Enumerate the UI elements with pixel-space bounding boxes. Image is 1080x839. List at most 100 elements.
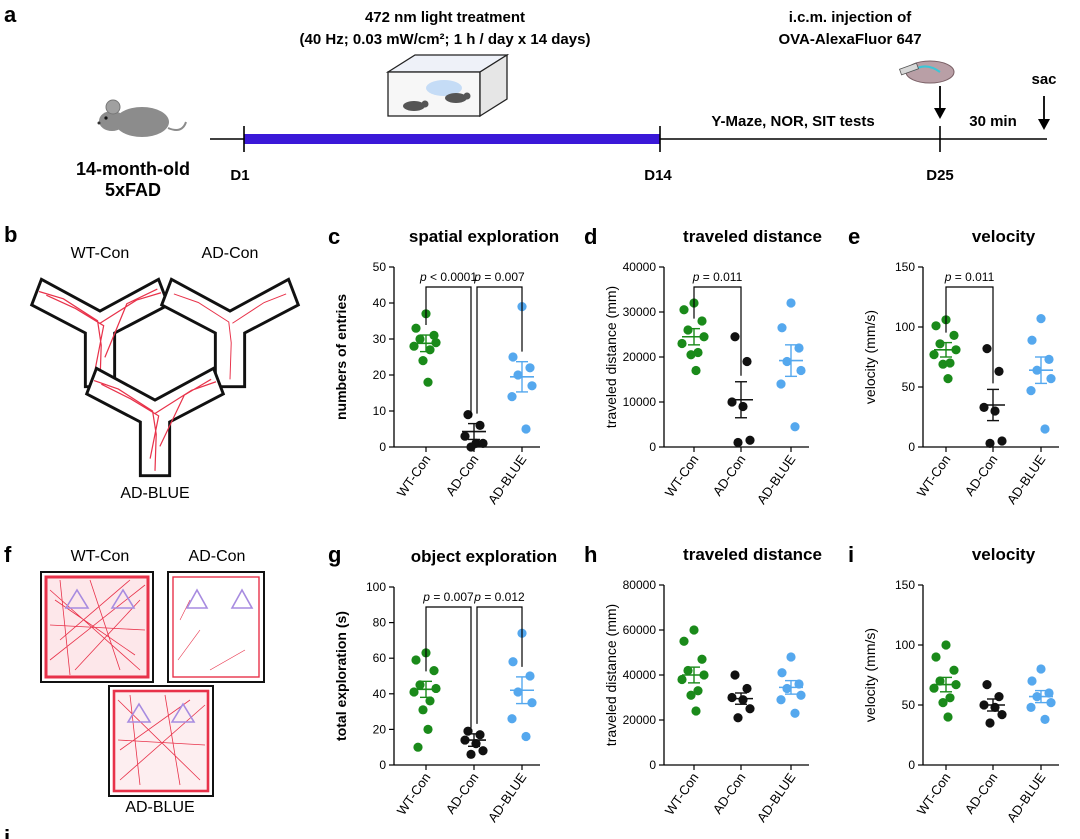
chart-d-ytick-label: 20000 — [623, 350, 657, 364]
chart-c-point — [478, 438, 488, 448]
chart-d-point — [777, 323, 787, 333]
chart-g-category-label: WT-Con — [394, 770, 434, 818]
chart-d-point — [738, 401, 748, 412]
interval-label: 30 min — [969, 113, 1017, 130]
chart-c-pvalue: p < 0.0001 — [419, 270, 477, 284]
chart-c-ytick-label: 40 — [373, 296, 387, 310]
chart-h-category-label: WT-Con — [662, 770, 702, 818]
chart-h-ytick-label: 40000 — [623, 668, 657, 682]
chart-h-title: traveled distance — [683, 545, 822, 564]
chart-d-ytick-label: 30000 — [623, 305, 657, 319]
chart-g-title: object exploration — [411, 547, 557, 566]
chart-h-point — [790, 708, 800, 718]
chart-e-point — [982, 344, 992, 354]
chart-d-point — [677, 338, 687, 349]
sac-arrow-head — [1038, 119, 1050, 130]
chart-e-point — [935, 339, 945, 349]
chart-g-ytick-label: 20 — [373, 722, 387, 736]
chart-c-ytick-label: 0 — [379, 440, 386, 454]
treatment-title-line2: (40 Hz; 0.03 mW/cm²; 1 h / day x 14 days… — [300, 31, 591, 48]
chart-d-point — [794, 343, 804, 353]
chart-c-title: spatial exploration — [409, 227, 559, 246]
chart-g-point — [525, 671, 535, 681]
chart-i-point — [935, 676, 945, 686]
chart-e-ytick-label: 0 — [908, 440, 915, 454]
chart-g-point — [478, 746, 488, 756]
chart-e-point — [994, 366, 1004, 376]
chart-i-point — [945, 693, 955, 703]
timeline-d14: D14 — [644, 167, 672, 184]
chart-g-ytick-label: 80 — [373, 616, 387, 630]
chart-c-significance-bracket — [425, 286, 472, 418]
chart-h-point — [683, 665, 693, 676]
chart-h-point — [697, 654, 707, 664]
panel-letter-j: j — [3, 825, 10, 839]
chart-c-point — [460, 431, 470, 441]
panel-letter-i: i — [848, 542, 854, 567]
chart-e-category-label: AD-Con — [962, 452, 1001, 498]
nor-arena-wt — [40, 571, 154, 683]
chart-g-category-label: AD-BLUE — [485, 770, 530, 825]
chart-g-significance-bracket — [425, 606, 472, 728]
chart-g-point — [423, 724, 433, 735]
injection-title-line1: i.c.m. injection of — [789, 9, 913, 26]
chart-c-point — [475, 420, 485, 430]
chart-d-ytick-label: 10000 — [623, 395, 657, 409]
chart-h-ytick-label: 20000 — [623, 713, 657, 727]
chart-h-point — [730, 670, 740, 680]
chart-e-point — [990, 406, 1000, 416]
chart-i-ytick-label: 100 — [895, 638, 915, 652]
chart-g-point — [521, 731, 531, 742]
chart-i-point — [994, 692, 1004, 702]
chart-h-point — [733, 713, 743, 723]
chart-h-point — [786, 652, 796, 662]
chart-i-point — [997, 710, 1007, 720]
chart-i-point — [1027, 676, 1037, 686]
nor-arena-blue — [108, 685, 214, 797]
chart-c-point — [521, 424, 531, 434]
chart-c-pvalue: p = 0.007 — [473, 270, 525, 284]
chart-e-category-label: WT-Con — [914, 452, 954, 500]
panel-letter-a: a — [4, 2, 17, 27]
chart-c-ytick-label: 50 — [373, 260, 387, 274]
injection-arrow-head — [934, 108, 946, 119]
chart-i-ytick-label: 0 — [908, 758, 915, 772]
chart-g-point — [431, 683, 441, 694]
chart-h-category-label: AD-BLUE — [754, 770, 799, 825]
chart-h-point — [777, 668, 787, 678]
chart-e-ytick-label: 100 — [895, 320, 915, 334]
chart-e-significance-bracket — [945, 286, 994, 384]
chart-i-point — [982, 680, 992, 690]
sac-label: sac — [1031, 71, 1056, 88]
mouse-icon — [97, 99, 187, 137]
chart-e-point — [1026, 386, 1036, 396]
chart-e-point — [979, 402, 989, 412]
chart-h-point — [738, 695, 748, 705]
chart-c: spatial exploration 0 10 20 30 40 50 numbers of… — [333, 227, 559, 507]
tests-label: Y-Maze, NOR, SIT tests — [711, 113, 874, 130]
brain-injection-illustration — [899, 60, 955, 84]
chart-h-point — [796, 690, 806, 700]
ymaze-label-ad: AD-Con — [202, 245, 259, 262]
chart-panels: spatial exploration 0 10 20 30 40 50 numbers of… — [333, 227, 1059, 825]
chart-h-point — [677, 674, 687, 685]
chart-g-point — [513, 687, 523, 697]
chart-g-significance-bracket — [476, 606, 523, 724]
chart-g-category-label: AD-Con — [443, 770, 482, 816]
chart-c-point — [513, 370, 523, 380]
chart-h-point — [794, 679, 804, 689]
chart-d-point — [733, 437, 743, 448]
chart-d: traveled distance 0 10000 20000 30000 40000 tr… — [603, 227, 822, 507]
panel-b-ymaze: b WT-Con AD-Con AD-BLUE — [4, 222, 301, 502]
chart-e-pvalue: p = 0.011 — [944, 270, 995, 284]
mouse-label-line2: 5xFAD — [105, 180, 161, 200]
chart-d-point — [776, 379, 786, 389]
chart-i-point — [931, 652, 941, 662]
panel-letter-h: h — [584, 542, 597, 567]
chart-g-point — [411, 655, 421, 665]
chart-h-point — [691, 706, 701, 716]
chart-g-ytick-label: 60 — [373, 651, 387, 665]
chart-e-point — [949, 330, 959, 340]
